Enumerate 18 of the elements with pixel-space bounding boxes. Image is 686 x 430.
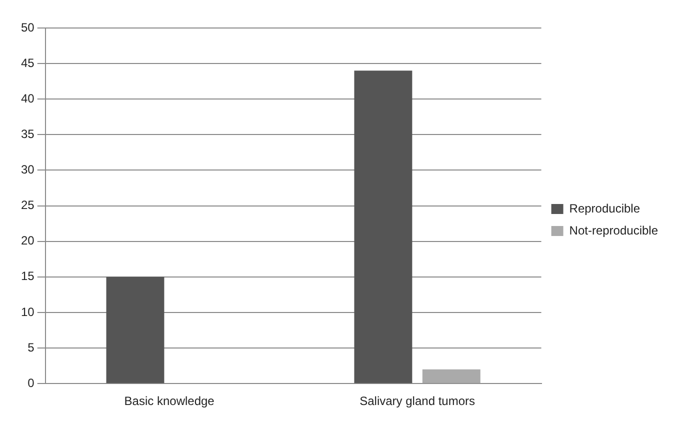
y-tick-label: 50 (20, 20, 35, 34)
x-tick-label: Salivary gland tumors (360, 394, 475, 408)
y-tick-label: 15 (20, 269, 35, 284)
bar (422, 369, 480, 384)
legend-label: Not-reproducible (569, 223, 658, 238)
y-tick-label: 10 (20, 304, 35, 319)
x-tick-label: Basic knowledge (124, 394, 215, 408)
y-tick-label: 35 (20, 126, 35, 141)
y-tick-label: 20 (20, 234, 35, 248)
legend-label: Reproducible (569, 201, 640, 216)
y-tick-label: 25 (20, 198, 35, 212)
y-tick-label: 45 (20, 56, 35, 70)
bar (106, 276, 164, 384)
y-tick-label: 5 (28, 340, 35, 354)
y-tick-label: 0 (28, 376, 35, 390)
y-tick-label: 30 (20, 162, 35, 177)
bar (354, 70, 412, 384)
y-tick-label: 40 (20, 91, 35, 106)
